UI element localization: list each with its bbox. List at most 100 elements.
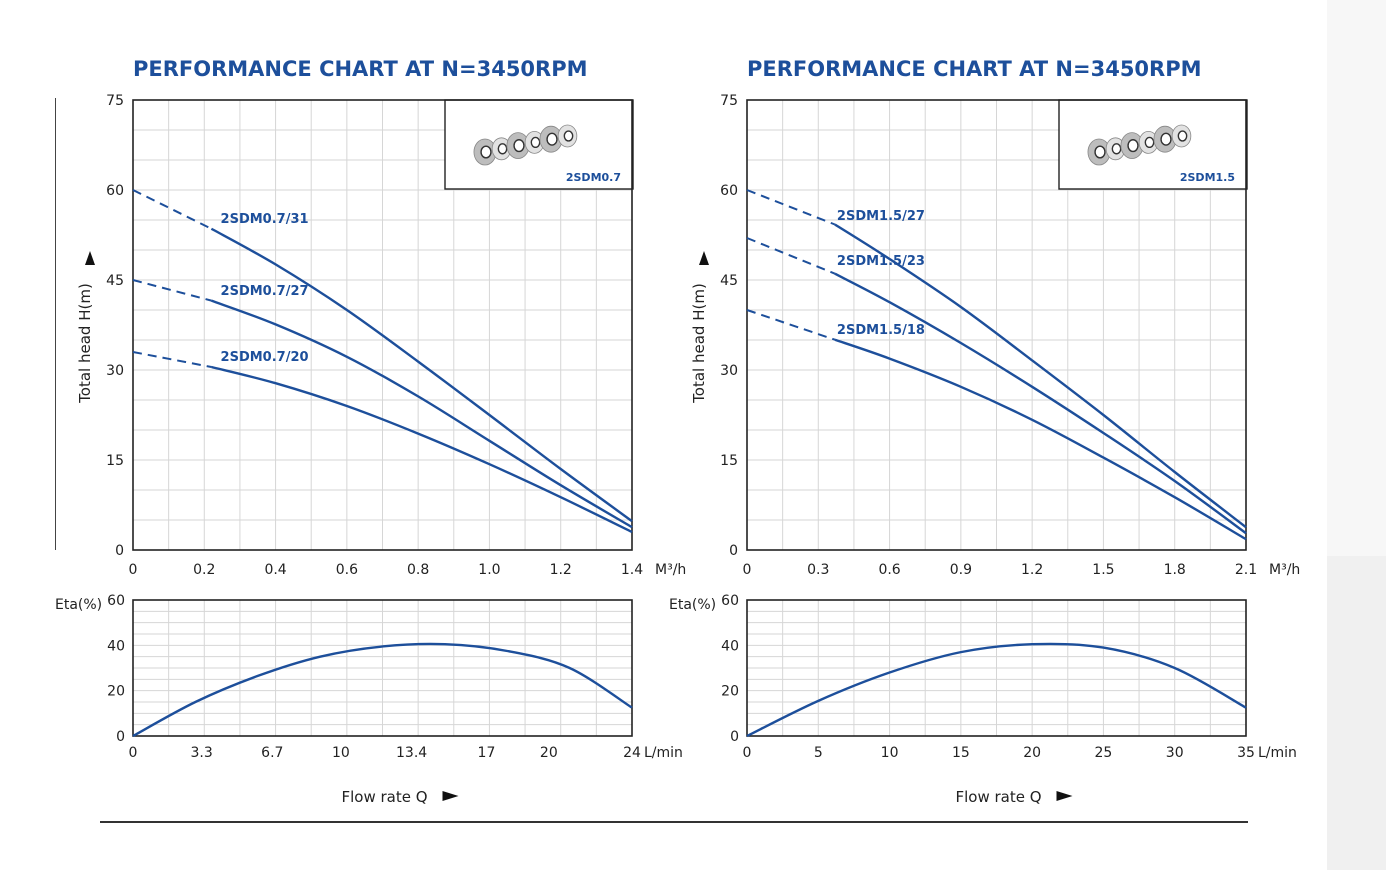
series-label: 2SDM0.7/27 [221, 284, 309, 299]
eta-x-tick-label: 0 [129, 745, 138, 761]
series-curve [834, 223, 1247, 529]
series-curve [210, 227, 633, 523]
x-tick-label: 0.8 [407, 562, 429, 578]
series-curve [210, 299, 633, 529]
bottom-horizontal-rule [100, 821, 1248, 823]
chart-title: PERFORMANCE CHART AT N=3450RPM [133, 57, 588, 81]
arrow-up-icon [699, 251, 709, 265]
eta-x-unit-label: L/min [644, 745, 683, 761]
eta-chart-frame [132, 599, 633, 737]
impeller-hub-icon [1177, 130, 1188, 142]
impeller-hub-icon [480, 145, 492, 159]
eta-x-unit-label: L/min [1258, 745, 1297, 761]
series-curve [834, 272, 1247, 535]
eta-x-tick-label: 35 [1237, 745, 1255, 761]
impeller-hub-icon [1144, 136, 1155, 149]
eta-x-tick-label: 0 [743, 745, 752, 761]
chart-title: PERFORMANCE CHART AT N=3450RPM [747, 57, 1202, 81]
x-tick-label: 0.4 [264, 562, 286, 578]
arrow-up-icon [85, 251, 95, 265]
y-tick-label: 15 [106, 453, 124, 469]
inset-label: 2SDM1.5 [1180, 171, 1235, 184]
x-tick-label: 2.1 [1235, 562, 1257, 578]
chart-panel-1: PERFORMANCE CHART AT N=3450RPM 2SDM0.7 0 15… [55, 57, 686, 806]
impeller-hub-icon [563, 130, 574, 142]
arrow-right-icon [442, 791, 459, 801]
series-dashed-segment [132, 351, 212, 368]
series-dashed-segment [746, 189, 836, 226]
x-tick-label: 1.4 [621, 562, 643, 578]
efficiency-curve [746, 642, 1247, 738]
chart-panel-2: PERFORMANCE CHART AT N=3450RPM 2SDM1.5 0 15… [669, 57, 1300, 806]
eta-x-tick-label: 20 [1023, 745, 1041, 761]
y-axis-label: Total head H(m) [690, 283, 708, 404]
series-label: 2SDM1.5/18 [837, 323, 925, 338]
y-tick-label: 75 [720, 93, 738, 109]
series-curve [834, 338, 1247, 541]
x-tick-label: 0.9 [950, 562, 972, 578]
x-tick-label: 0 [129, 562, 138, 578]
eta-y-tick-label: 0 [730, 729, 739, 745]
head-chart: 2SDM0.7 0 15 30 45 60 75 0 0.2 0.4 0.6 0.8 1.0 1.2 1.4… [76, 93, 686, 578]
page-margin-strip-lower [1327, 556, 1386, 870]
eta-x-tick-label: 13.4 [396, 745, 427, 761]
head-chart: 2SDM1.5 0 15 30 45 60 75 0 0.3 0.6 0.9 1.2 1.5 1.8 2.1… [690, 93, 1300, 578]
series-dashed-segment [746, 237, 836, 275]
x-tick-label: 0.2 [193, 562, 215, 578]
y-tick-label: 75 [106, 93, 124, 109]
inset-label: 2SDM0.7 [566, 171, 621, 184]
eta-chart-frame [746, 599, 1247, 737]
impeller-stack-icon [473, 124, 578, 166]
efficiency-curve [132, 642, 633, 738]
eta-y-tick-label: 60 [107, 593, 125, 609]
impeller-hub-icon [546, 132, 558, 146]
x-axis-title: Flow rate Q [955, 788, 1041, 806]
eta-x-tick-label: 10 [881, 745, 899, 761]
eta-x-tick-label: 24 [623, 745, 641, 761]
y-tick-label: 0 [115, 543, 124, 559]
eta-y-tick-label: 40 [107, 638, 125, 654]
x-unit-label: M³/h [655, 562, 686, 578]
series-label: 2SDM1.5/23 [837, 254, 925, 269]
x-unit-label: M³/h [1269, 562, 1300, 578]
head-chart-frame [132, 99, 633, 551]
impeller-hub-icon [513, 139, 525, 153]
y-tick-label: 45 [720, 273, 738, 289]
eta-x-tick-label: 3.3 [190, 745, 212, 761]
x-tick-label: 1.2 [550, 562, 572, 578]
y-axis-label: Total head H(m) [76, 283, 94, 404]
x-tick-label: 0.6 [878, 562, 900, 578]
head-chart-frame [746, 99, 1247, 551]
series-label: 2SDM0.7/20 [221, 350, 309, 365]
eta-x-tick-label: 15 [952, 745, 970, 761]
eta-chart: 0 20 40 60 Eta(%) 0 3.3 6.7 10 13.4 17 20 24 L/min Flo… [55, 593, 683, 806]
x-tick-label: 0 [743, 562, 752, 578]
eta-x-tick-label: 30 [1166, 745, 1184, 761]
impeller-stack-icon [1087, 124, 1192, 166]
eta-x-tick-label: 10 [332, 745, 350, 761]
eta-y-axis-label: Eta(%) [669, 597, 716, 613]
series-label: 2SDM1.5/27 [837, 209, 925, 224]
series-dashed-segment [746, 309, 836, 341]
x-tick-label: 1.0 [478, 562, 500, 578]
left-vertical-rule [55, 98, 56, 550]
series-dashed-segment [132, 189, 212, 230]
impeller-hub-icon [1160, 132, 1172, 146]
x-axis-title: Flow rate Q [341, 788, 427, 806]
impeller-hub-icon [530, 136, 541, 149]
y-tick-label: 30 [720, 363, 738, 379]
y-tick-label: 60 [106, 183, 124, 199]
impeller-hub-icon [1094, 145, 1106, 159]
x-tick-label: 1.5 [1092, 562, 1114, 578]
series-curve [211, 365, 633, 534]
x-tick-label: 0.6 [336, 562, 358, 578]
x-tick-label: 1.8 [1164, 562, 1186, 578]
eta-y-tick-label: 40 [721, 638, 739, 654]
eta-x-tick-label: 17 [478, 745, 496, 761]
eta-x-tick-label: 25 [1095, 745, 1113, 761]
series-dashed-segment [132, 279, 212, 302]
impeller-hub-icon [1127, 139, 1139, 153]
impeller-hub-icon [1111, 143, 1122, 155]
series-label: 2SDM0.7/31 [221, 212, 309, 227]
